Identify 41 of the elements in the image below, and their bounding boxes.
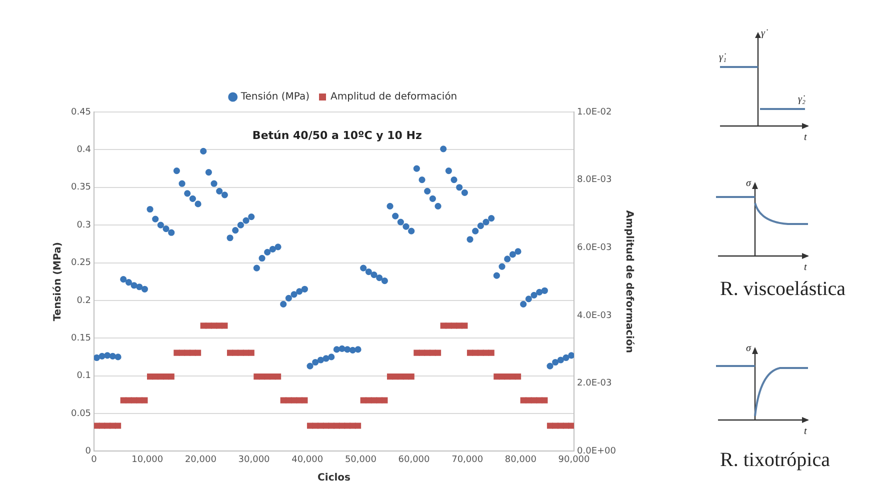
x-tick-label: 70,000 — [452, 454, 484, 465]
y-tick-label: 0.05 — [70, 408, 92, 419]
y2-tick-label: 1.0E-02 — [577, 107, 612, 118]
y-tick-label: 0.25 — [70, 258, 92, 268]
y-tick-label: 0.1 — [76, 371, 92, 382]
y2-tick-label: 2.0E-03 — [577, 378, 612, 389]
text: γ̇₂ — [798, 94, 806, 105]
y-axis-title: Tensión (MPa) — [52, 242, 64, 322]
legend-label: Amplitud de deformación — [330, 92, 458, 103]
y2-axis-title: Amplitud de deformación — [623, 210, 634, 353]
text: t — [804, 132, 807, 143]
text: γ̇ — [761, 28, 768, 39]
text: Betún 40/50 a 10ºC y 10 Hz — [252, 128, 422, 142]
legend-label: Tensión (MPa) — [240, 92, 310, 103]
text: γ̇₁ — [719, 52, 726, 63]
x-tick-label: 30,000 — [238, 454, 270, 465]
x-tick-label: 80,000 — [504, 454, 537, 465]
x-tick-label: 90,000 — [558, 454, 590, 465]
text: t — [804, 426, 807, 437]
text: R. viscoelástica — [720, 278, 846, 300]
text: R. tixotrópica — [720, 449, 830, 471]
text: t — [804, 262, 807, 273]
x-axis-title: Ciclos — [318, 472, 351, 484]
x-tick-label: 60,000 — [398, 454, 430, 465]
y-tick-label: 0 — [85, 446, 92, 457]
y2-tick-label: 8.0E-03 — [577, 175, 612, 186]
x-tick-label: 40,000 — [292, 454, 324, 465]
y2-tick-label: 6.0E-03 — [577, 243, 612, 254]
y2-tick-label: 4.0E-03 — [577, 310, 612, 321]
y-tick-label: 0.15 — [70, 333, 92, 344]
y-tick-label: 0.35 — [70, 182, 92, 193]
y2-tick-label: 0.0E+00 — [577, 446, 616, 457]
text: σ — [746, 178, 752, 189]
y-tick-label: 0.2 — [76, 296, 92, 306]
y-tick-label: 0.3 — [76, 220, 92, 230]
y-tick-label: 0.45 — [70, 107, 92, 118]
y-tick-label: 0.4 — [76, 145, 92, 156]
x-tick-label: 50,000 — [344, 454, 377, 465]
text: σ — [746, 343, 752, 354]
x-tick-label: 20,000 — [184, 454, 217, 465]
x-tick-label: 10,000 — [132, 454, 164, 465]
